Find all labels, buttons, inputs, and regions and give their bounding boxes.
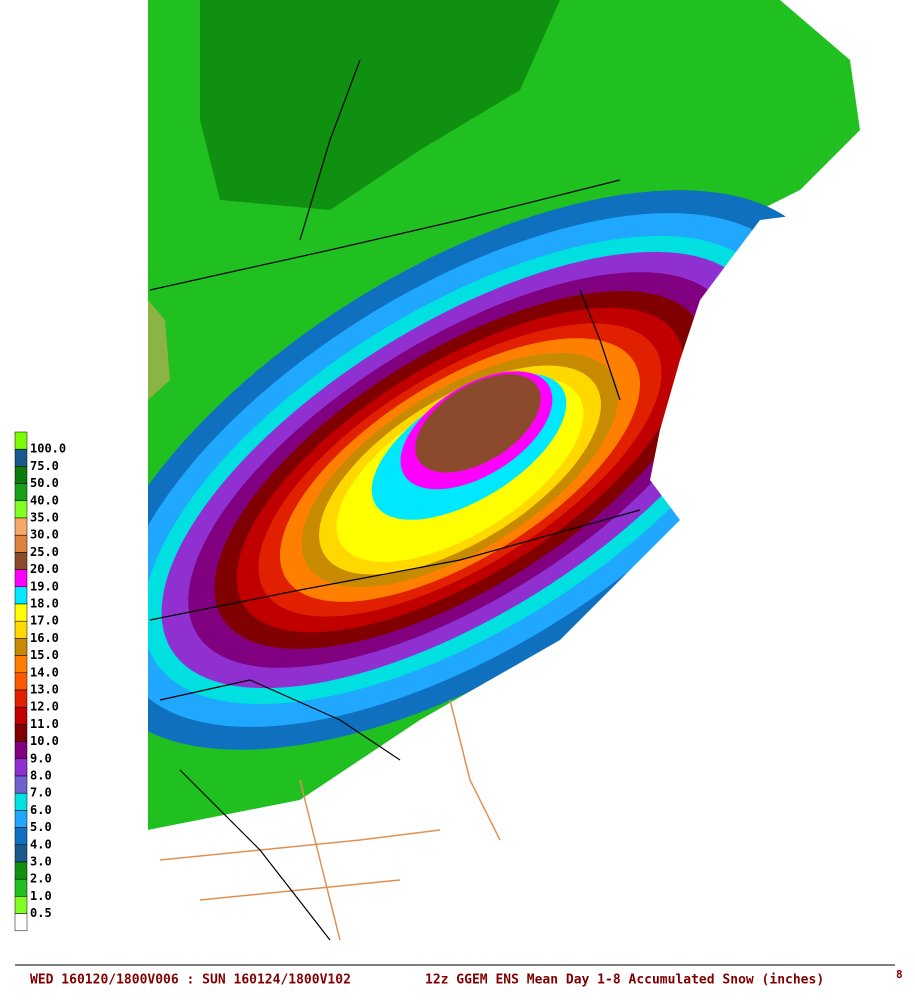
map-panel (148, 0, 915, 955)
state-line (299, 59, 361, 241)
legend-label: 100.0 (30, 442, 66, 456)
map-title: 12z GGEM ENS Mean Day 1-8 Accumulated Sn… (425, 973, 824, 988)
state-lines (149, 59, 641, 941)
legend-swatch (14, 483, 28, 502)
legend-swatch (14, 638, 28, 656)
legend-label: 9.0 (30, 751, 52, 765)
state-line (179, 769, 331, 941)
legend-swatch (14, 792, 28, 811)
county-line (449, 699, 501, 841)
legend-swatch (14, 603, 28, 622)
contour (415, 374, 541, 473)
legend-swatch (14, 500, 28, 519)
legend-swatch (14, 620, 28, 639)
county-line (159, 829, 441, 861)
no-snow-land (148, 560, 660, 955)
legend-label: 19.0 (30, 579, 59, 593)
state-line (149, 179, 621, 291)
legend-swatch (14, 448, 28, 467)
legend-swatch (14, 896, 28, 914)
legend-swatch (14, 586, 28, 605)
legend-label: 25.0 (30, 545, 59, 559)
legend-swatch (14, 861, 28, 880)
legend-swatch (14, 466, 28, 484)
legend-swatch (14, 724, 28, 742)
legend-label: 14.0 (30, 665, 59, 679)
legend-swatch (14, 534, 28, 553)
legend-label: 2.0 (30, 872, 52, 886)
legend-swatch (14, 741, 28, 760)
legend-label: 4.0 (30, 837, 52, 851)
legend-swatch (14, 844, 28, 863)
legend-swatch (14, 706, 28, 725)
legend-label: 35.0 (30, 511, 59, 525)
valid-time: WED 160120/1800V006 : SUN 160124/1800V10… (30, 973, 351, 988)
legend-swatch (14, 655, 28, 674)
legend-swatch (14, 827, 28, 846)
legend-swatch (14, 913, 28, 932)
state-line (159, 679, 401, 761)
corner-mark: 8 (896, 968, 903, 981)
legend-label: 5.0 (30, 820, 52, 834)
legend-label: 13.0 (30, 683, 59, 697)
legend-label: 30.0 (30, 528, 59, 542)
legend-label: 18.0 (30, 597, 59, 611)
snow-band (148, 190, 832, 750)
legend-swatch (14, 878, 28, 897)
legend-label: 3.0 (30, 855, 52, 869)
region-edge (148, 300, 170, 400)
legend-label: 11.0 (30, 717, 59, 731)
legend-label: 6.0 (30, 803, 52, 817)
legend-label: 10.0 (30, 734, 59, 748)
legend-label: 7.0 (30, 786, 52, 800)
legend-label: 17.0 (30, 614, 59, 628)
state-line (149, 509, 641, 621)
legend-swatch (14, 775, 28, 794)
state-line (579, 289, 621, 401)
legend-label: 12.0 (30, 700, 59, 714)
legend-swatch (14, 758, 28, 777)
legend-swatch (14, 672, 28, 691)
county-line (199, 879, 401, 901)
legend-label: 15.0 (30, 648, 59, 662)
county-line (299, 779, 341, 941)
legend-label: 75.0 (30, 459, 59, 473)
legend-label: 40.0 (30, 493, 59, 507)
legend-label: 16.0 (30, 631, 59, 645)
legend-swatch (14, 810, 28, 828)
ocean (460, 200, 915, 955)
legend-label: 20.0 (30, 562, 59, 576)
legend-swatch (14, 517, 28, 536)
legend-swatch (14, 569, 28, 588)
legend-swatch (14, 431, 28, 450)
legend-swatch (14, 689, 28, 708)
legend-label: 8.0 (30, 769, 52, 783)
county-lines (159, 699, 501, 941)
snow-region-dark (200, 0, 560, 210)
legend-label: 50.0 (30, 476, 59, 490)
legend-label: 1.0 (30, 889, 52, 903)
legend-swatch (14, 552, 28, 570)
legend-label: 0.5 (30, 906, 52, 920)
